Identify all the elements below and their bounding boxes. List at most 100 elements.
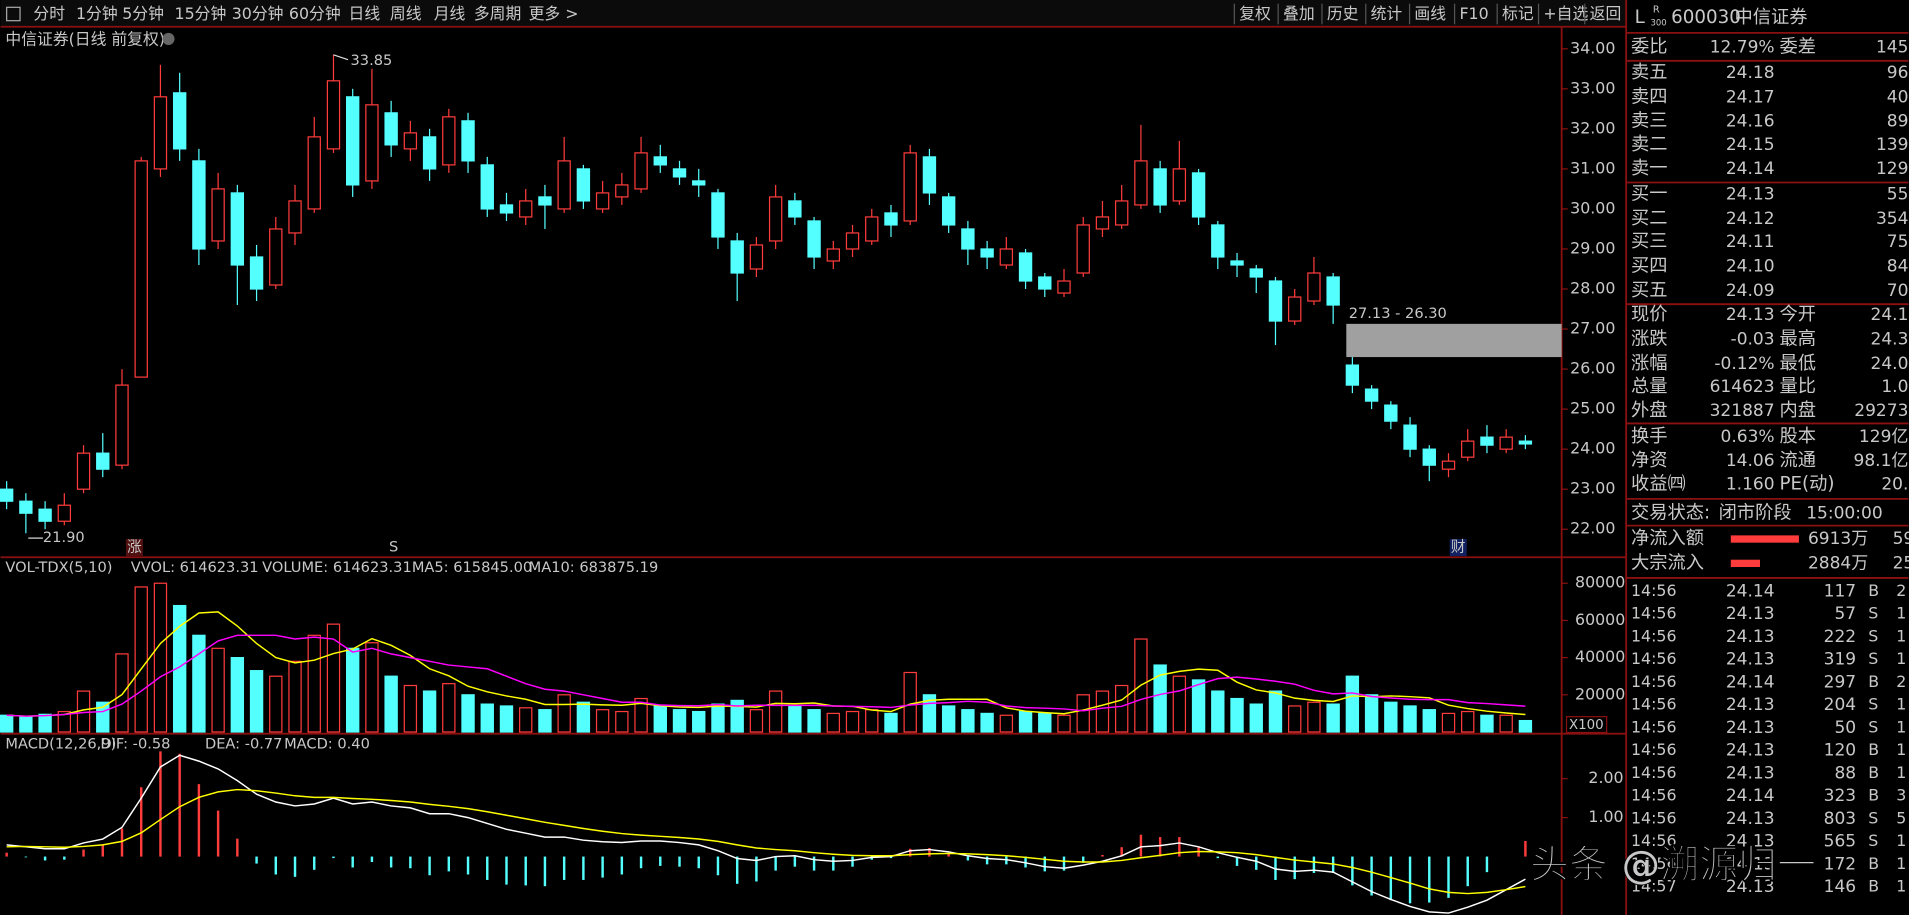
candle-body xyxy=(172,92,187,150)
period-button[interactable]: 60分钟 xyxy=(289,4,341,23)
candle-body xyxy=(1480,436,1494,446)
book-price: 24.13 xyxy=(1726,185,1775,205)
candle-body xyxy=(57,504,72,522)
tool-button[interactable]: 统计 xyxy=(1371,4,1403,23)
period-button[interactable]: 更多 > xyxy=(529,4,579,23)
candle-body xyxy=(653,156,667,166)
stat-label: 股本 xyxy=(1779,426,1816,447)
indicator-title: MACD(12,26,9) xyxy=(5,736,116,753)
book-volume: 55 xyxy=(1887,185,1909,205)
volume-bar xyxy=(1095,690,1110,733)
trade-price: 24.13 xyxy=(1726,763,1775,783)
candle-body xyxy=(922,156,937,194)
candle-body xyxy=(634,152,648,190)
volume-bar xyxy=(1172,675,1187,733)
volume-bar xyxy=(672,709,687,733)
volume-bar xyxy=(941,705,956,733)
volume-bar xyxy=(615,710,629,733)
trade-side: B xyxy=(1868,786,1879,805)
stat-value: 24.3 xyxy=(1871,329,1909,349)
period-button[interactable]: 分时 xyxy=(33,4,65,23)
volume-bar xyxy=(1134,638,1148,733)
trade-time: 14:56 xyxy=(1631,854,1677,873)
candle-body xyxy=(711,192,725,238)
tool-button[interactable]: 历史 xyxy=(1327,4,1359,23)
period-button[interactable]: 30分钟 xyxy=(232,4,284,23)
trade-side: S xyxy=(1868,717,1878,736)
stat-value: 1.160 xyxy=(1726,474,1775,494)
tool-button[interactable]: 返回 xyxy=(1590,4,1622,23)
candle-body xyxy=(442,116,456,166)
dea-line xyxy=(6,788,1526,895)
candle-body xyxy=(1038,276,1052,290)
y-tick-label: 24.00 xyxy=(1570,439,1615,458)
y-tick-label: 30.00 xyxy=(1570,198,1615,217)
candle-body xyxy=(96,452,110,470)
tool-button[interactable]: 叠加 xyxy=(1283,4,1315,23)
trade-time: 14:56 xyxy=(1631,604,1677,623)
book-volume: 40 xyxy=(1887,87,1909,107)
period-button[interactable]: 周线 xyxy=(390,4,422,23)
volume-bar xyxy=(1288,705,1302,733)
volume-bar xyxy=(1326,703,1340,733)
period-button[interactable]: 15分钟 xyxy=(175,4,227,23)
stat-value: -0.12% xyxy=(1714,354,1774,374)
candle-body xyxy=(192,160,206,250)
stat-label: 换手 xyxy=(1631,426,1667,447)
volume-bar xyxy=(1307,701,1321,733)
trade-count: 2 xyxy=(1896,581,1906,600)
period-button[interactable]: 1分钟 xyxy=(76,4,118,23)
tool-button[interactable]: 复权 xyxy=(1239,4,1271,23)
flow-value: 2884万 xyxy=(1808,553,1868,573)
period-button[interactable]: 5分钟 xyxy=(122,4,164,23)
volume-bar xyxy=(692,710,706,733)
trade-count: 1 xyxy=(1896,649,1906,668)
period-button[interactable]: 多周期 xyxy=(474,4,521,23)
book-label: 买四 xyxy=(1631,255,1667,276)
flow-label: 大宗流入 xyxy=(1631,552,1704,573)
period-button[interactable]: 月线 xyxy=(434,4,466,23)
stat-label: 总量 xyxy=(1631,376,1667,397)
trade-count: 1 xyxy=(1896,717,1906,736)
candle-body xyxy=(1268,280,1283,322)
volume-bar xyxy=(1211,690,1225,733)
trade-side: S xyxy=(1868,831,1878,850)
window-icon xyxy=(6,6,21,22)
stat-label: 量比 xyxy=(1779,376,1816,397)
tool-button[interactable]: 标记 xyxy=(1502,4,1534,23)
trade-count: 1 xyxy=(1896,626,1906,645)
tool-button[interactable]: +自选 xyxy=(1543,4,1588,23)
label: 委比 xyxy=(1631,36,1667,57)
flow-value: 6913万 xyxy=(1808,529,1868,549)
book-price: 24.11 xyxy=(1726,232,1775,252)
volume-bar xyxy=(980,712,994,733)
volume-bar xyxy=(884,712,898,733)
candle-body xyxy=(1441,460,1456,470)
trade-time: 14:56 xyxy=(1631,740,1677,759)
stat-label: 涨跌 xyxy=(1631,328,1667,349)
tool-button[interactable]: F10 xyxy=(1459,4,1488,23)
period-button[interactable]: 日线 xyxy=(349,4,381,23)
volume-bar xyxy=(480,703,494,733)
trade-count: 3 xyxy=(1896,786,1906,805)
stat-value: 614623 xyxy=(1710,377,1775,397)
tool-button[interactable]: 画线 xyxy=(1414,4,1446,23)
volume-bar xyxy=(288,660,302,733)
flow-bar xyxy=(1730,535,1799,543)
volume-bar xyxy=(192,634,206,733)
trade-volume: 204 xyxy=(1824,695,1856,715)
candle-body xyxy=(557,160,571,210)
stat-label: PE(动) xyxy=(1779,473,1834,494)
y-tick-label: 80000 xyxy=(1575,573,1625,592)
candle-body xyxy=(346,96,360,186)
candle-body xyxy=(1345,364,1360,386)
candle-body xyxy=(134,160,148,378)
trade-price: 24.13 xyxy=(1726,877,1775,897)
candle-body xyxy=(19,500,33,514)
book-volume: 96 xyxy=(1887,63,1909,83)
trade-volume: 117 xyxy=(1824,581,1856,601)
volume-bar xyxy=(1076,694,1090,733)
candle-body xyxy=(807,220,821,258)
event-marker: 涨 xyxy=(127,539,142,556)
trade-volume: 57 xyxy=(1834,604,1856,624)
